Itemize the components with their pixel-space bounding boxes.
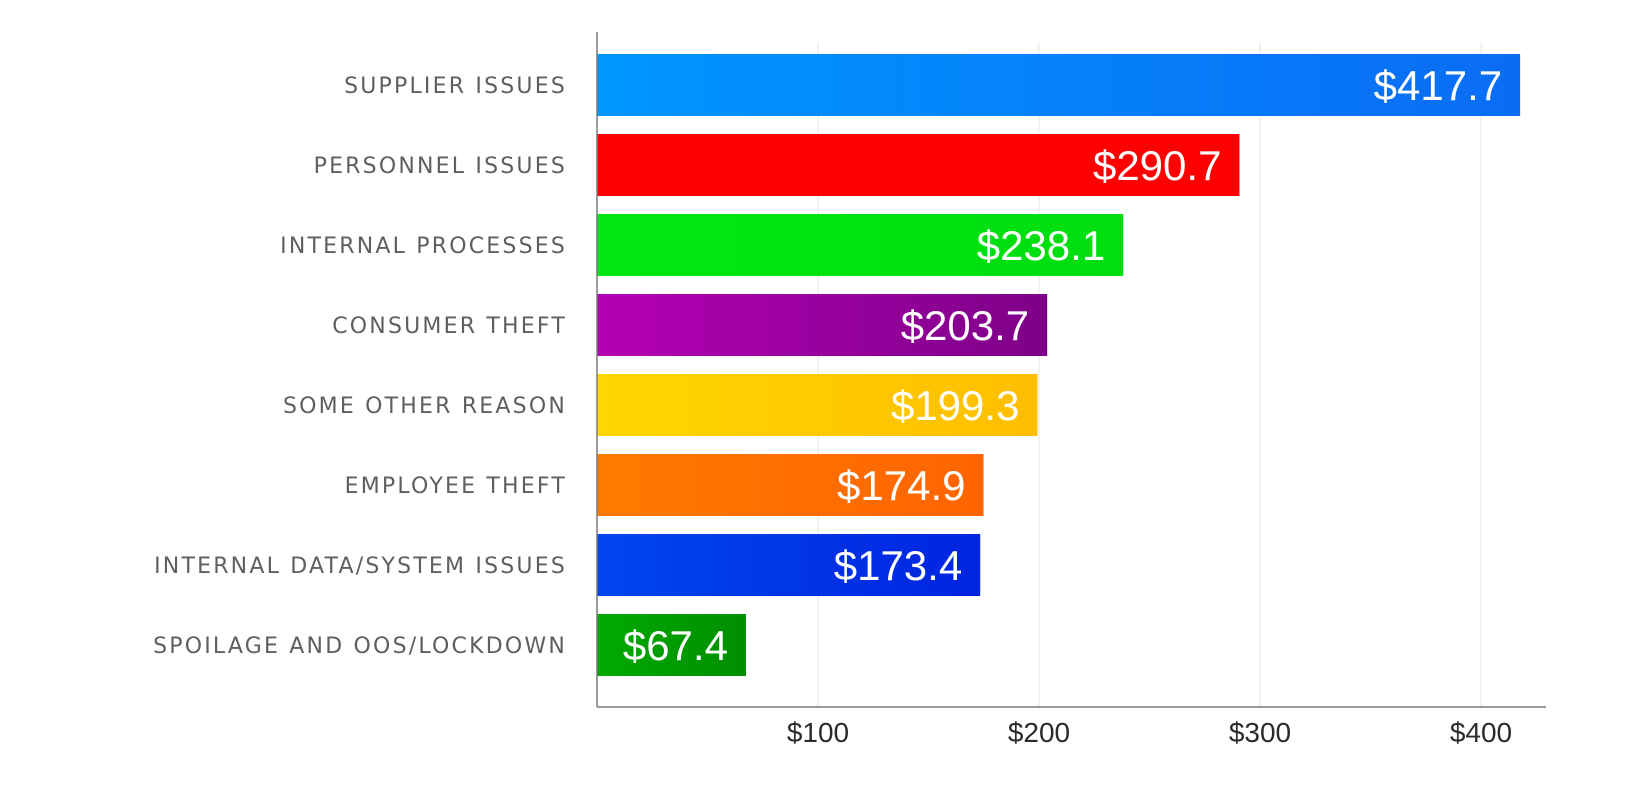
bar bbox=[597, 54, 1521, 116]
category-label: SUPPLIER ISSUES bbox=[344, 74, 567, 99]
value-label: $199.3 bbox=[891, 382, 1019, 429]
category-label: SPOILAGE AND OOS/LOCKDOWN bbox=[153, 634, 567, 659]
axes: $100 $200 $300 $400 bbox=[596, 32, 1546, 748]
category-label: EMPLOYEE THEFT bbox=[345, 474, 567, 499]
category-label: SOME OTHER REASON bbox=[283, 394, 567, 419]
value-label: $173.4 bbox=[834, 542, 962, 589]
value-label: $67.4 bbox=[623, 622, 728, 669]
value-label: $290.7 bbox=[1093, 142, 1221, 189]
x-tick-label: $100 bbox=[787, 717, 849, 748]
category-label: INTERNAL PROCESSES bbox=[280, 234, 567, 259]
bar bbox=[597, 534, 981, 596]
x-tick-label: $200 bbox=[1008, 717, 1070, 748]
bars bbox=[597, 54, 1521, 676]
bar bbox=[597, 214, 1124, 276]
labels: SUPPLIER ISSUES $417.7 PERSONNEL ISSUES $29… bbox=[153, 62, 1502, 669]
category-label: INTERNAL DATA/SYSTEM ISSUES bbox=[154, 554, 567, 579]
bar bbox=[597, 374, 1038, 436]
value-label: $203.7 bbox=[901, 302, 1029, 349]
bar bbox=[597, 614, 746, 676]
value-label: $174.9 bbox=[837, 462, 965, 509]
value-label: $238.1 bbox=[977, 222, 1105, 269]
bar bbox=[597, 454, 984, 516]
x-tick-label: $300 bbox=[1229, 717, 1291, 748]
category-label: CONSUMER THEFT bbox=[332, 314, 567, 339]
category-label: PERSONNEL ISSUES bbox=[314, 154, 567, 179]
bar bbox=[597, 294, 1048, 356]
bar bbox=[597, 134, 1240, 196]
x-tick-label: $400 bbox=[1450, 717, 1512, 748]
value-label: $417.7 bbox=[1374, 62, 1502, 109]
